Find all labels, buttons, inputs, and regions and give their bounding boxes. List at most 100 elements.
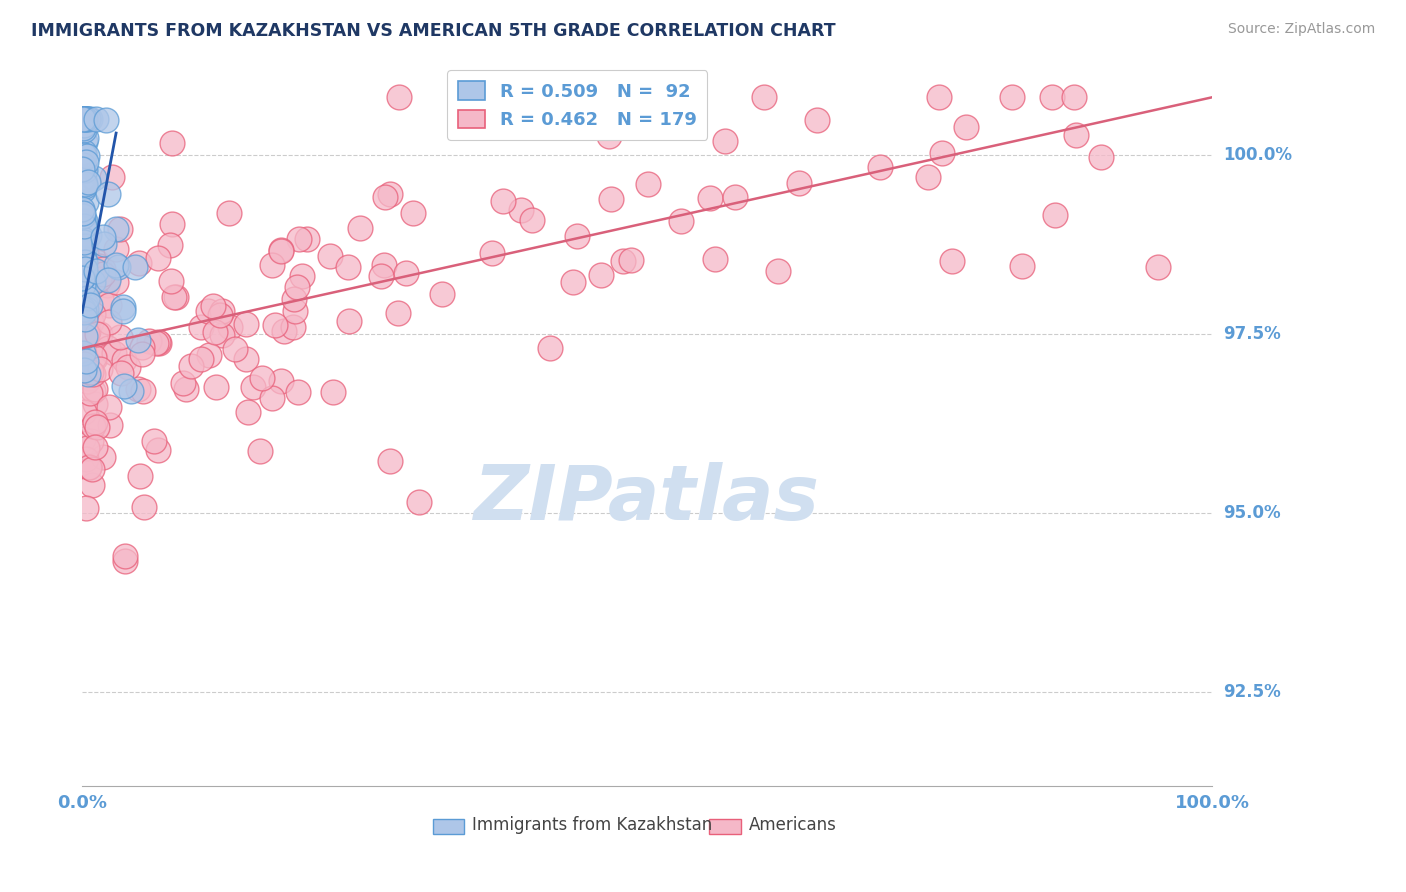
Point xyxy=(75,154,97,169)
Text: 95.0%: 95.0% xyxy=(1223,504,1281,522)
Point xyxy=(72,171,94,186)
Point xyxy=(97,341,120,355)
Point xyxy=(160,275,183,289)
Point xyxy=(287,384,309,399)
Point xyxy=(91,230,114,244)
Point xyxy=(73,235,96,249)
Point xyxy=(131,347,153,361)
Point xyxy=(174,382,197,396)
Point xyxy=(112,353,135,368)
Point xyxy=(73,255,96,269)
Point xyxy=(322,385,344,400)
Text: 97.5%: 97.5% xyxy=(1223,325,1281,343)
Point xyxy=(235,352,257,367)
Point xyxy=(80,478,103,492)
Point xyxy=(75,501,97,516)
Point xyxy=(235,317,257,331)
Point xyxy=(73,178,96,193)
Point xyxy=(72,173,94,187)
Point xyxy=(110,330,132,344)
Point xyxy=(79,112,101,126)
Point xyxy=(264,318,287,332)
Point xyxy=(105,275,128,289)
Point xyxy=(75,262,97,277)
Point xyxy=(73,123,96,137)
Point xyxy=(91,267,114,281)
Point xyxy=(612,254,634,268)
Text: 92.5%: 92.5% xyxy=(1223,683,1281,701)
Point xyxy=(211,327,233,342)
Point xyxy=(249,444,271,458)
Point xyxy=(917,170,939,185)
Point xyxy=(75,112,97,126)
Point xyxy=(146,334,169,349)
Point xyxy=(388,90,411,104)
Point xyxy=(538,341,561,355)
Point xyxy=(180,359,202,373)
Point xyxy=(806,113,828,128)
Point xyxy=(127,382,149,396)
Point xyxy=(72,433,94,447)
Point xyxy=(82,275,104,289)
Point xyxy=(1043,208,1066,222)
Point xyxy=(73,239,96,253)
Point xyxy=(72,112,94,126)
Point xyxy=(76,374,98,388)
Point xyxy=(75,451,97,466)
Point xyxy=(83,351,105,365)
Point xyxy=(83,351,105,366)
Point xyxy=(430,287,453,301)
Text: 100.0%: 100.0% xyxy=(1223,145,1292,163)
Point xyxy=(1040,90,1063,104)
Point xyxy=(160,136,183,150)
Point xyxy=(72,162,94,177)
Point xyxy=(931,145,953,160)
Point xyxy=(73,112,96,126)
Point xyxy=(73,405,96,419)
Point xyxy=(1090,151,1112,165)
Point xyxy=(378,454,401,468)
Point xyxy=(129,468,152,483)
Legend: R = 0.509   N =  92, R = 0.462   N = 179: R = 0.509 N = 92, R = 0.462 N = 179 xyxy=(447,70,707,140)
Point xyxy=(955,120,977,134)
Point xyxy=(73,219,96,233)
Point xyxy=(75,326,97,340)
Point xyxy=(105,242,128,256)
Point xyxy=(146,443,169,458)
Point xyxy=(165,291,187,305)
Point xyxy=(98,400,121,414)
Point xyxy=(105,222,128,236)
Point xyxy=(73,112,96,126)
Point xyxy=(72,176,94,190)
Point xyxy=(669,213,692,227)
Point xyxy=(146,251,169,265)
Point xyxy=(607,90,630,104)
Point xyxy=(98,417,121,432)
Point xyxy=(73,156,96,170)
Point xyxy=(510,202,533,217)
Point xyxy=(91,450,114,464)
Point xyxy=(218,319,240,334)
Point xyxy=(84,382,107,396)
Point xyxy=(72,203,94,218)
Point xyxy=(86,254,108,268)
Point xyxy=(93,262,115,277)
Point xyxy=(336,260,359,274)
Point xyxy=(283,320,305,334)
Point xyxy=(72,120,94,135)
Point xyxy=(73,136,96,150)
Point xyxy=(766,263,789,277)
Point xyxy=(1064,128,1087,142)
Point xyxy=(72,112,94,126)
Point xyxy=(72,260,94,275)
Point xyxy=(72,278,94,293)
Point xyxy=(76,112,98,126)
Point xyxy=(160,217,183,231)
Point xyxy=(72,302,94,317)
Point xyxy=(82,462,104,476)
Point xyxy=(600,192,623,206)
Point xyxy=(72,216,94,230)
Point xyxy=(224,342,246,356)
Point xyxy=(89,361,111,376)
Point xyxy=(79,298,101,312)
